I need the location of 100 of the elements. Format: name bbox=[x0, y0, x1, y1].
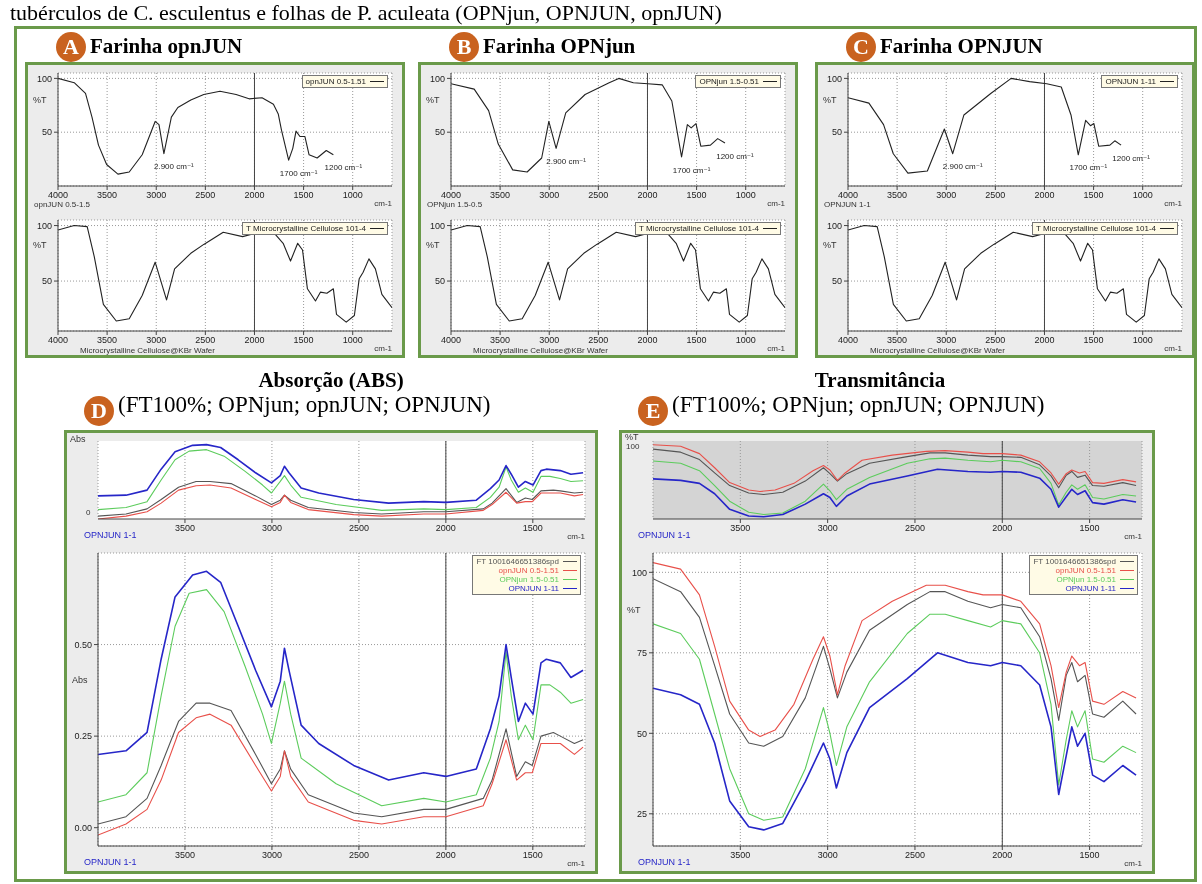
text: opnJUN 0.5-1.5 bbox=[34, 200, 91, 209]
y-tick-label: 50 bbox=[831, 276, 842, 287]
x-axis-title: cm-1 bbox=[1124, 859, 1143, 868]
x-tick-label: 3000 bbox=[817, 523, 838, 534]
x-tick-label: 2500 bbox=[195, 335, 216, 346]
x-tick-label: 3500 bbox=[730, 850, 751, 861]
x-tick-label: 3500 bbox=[887, 190, 908, 201]
x-tick-label: 2500 bbox=[588, 335, 609, 346]
y-tick-label: 50 bbox=[41, 127, 52, 138]
x-tick-label: 1500 bbox=[522, 523, 543, 534]
x-tick-label: 2000 bbox=[1034, 335, 1055, 346]
legend-label: FT 1001646651386spd bbox=[1033, 557, 1116, 566]
chart-title: Transmitância bbox=[814, 368, 946, 393]
y-tick-label: 0.50 bbox=[74, 639, 92, 650]
x-tick-label: 2500 bbox=[348, 523, 369, 534]
x-tick-label: 1500 bbox=[1079, 523, 1100, 534]
text: Microcrystalline Cellulose@KBr Wafer bbox=[870, 346, 1005, 355]
x-tick-label: 1500 bbox=[522, 850, 543, 861]
y-tick-label: 50 bbox=[434, 276, 445, 287]
annotation: 1700 cm⁻¹ bbox=[672, 165, 711, 175]
chart-title: Farinha opnJUN bbox=[90, 34, 243, 59]
annotation: 1200 cm⁻¹ bbox=[716, 151, 755, 161]
y-axis-title: %T bbox=[627, 605, 641, 615]
x-tick-label: 2500 bbox=[904, 523, 925, 534]
legend-label: T Microcrystalline Cellulose 101-4 bbox=[246, 224, 366, 233]
x-axis-title: cm-1 bbox=[767, 199, 786, 208]
x-tick-label: 1000 bbox=[735, 335, 756, 346]
x-tick-label: 1500 bbox=[293, 190, 314, 201]
chart-subtitle: (FT100%; OPNjun; opnJUN; OPNJUN) bbox=[672, 392, 1045, 418]
x-axis-title: cm-1 bbox=[1164, 199, 1183, 208]
text: OPNJUN 1-1 bbox=[638, 530, 691, 540]
x-tick-label: 3500 bbox=[97, 335, 118, 346]
y-tick-label: 100 bbox=[631, 567, 647, 578]
circle-badge: C bbox=[846, 32, 876, 62]
annotation: 1700 cm⁻¹ bbox=[1069, 163, 1108, 173]
circle-badge: B bbox=[449, 32, 479, 62]
x-tick-label: 2000 bbox=[1034, 190, 1055, 201]
legend-label: OPNjun 1.5-0.51 bbox=[1056, 575, 1116, 584]
x-tick-label: 1500 bbox=[1083, 335, 1104, 346]
x-tick-label: 1000 bbox=[342, 335, 363, 346]
text: OPNJUN 1-1 bbox=[84, 857, 137, 867]
x-axis-title: cm-1 bbox=[374, 199, 393, 208]
legend-label: opnJUN 0.5-1.51 bbox=[498, 566, 559, 575]
x-tick-label: 2000 bbox=[637, 335, 658, 346]
x-axis-title: cm-1 bbox=[374, 344, 393, 353]
x-tick-label: 3000 bbox=[539, 335, 560, 346]
x-tick-label: 4000 bbox=[837, 190, 859, 201]
x-tick-label: 2000 bbox=[992, 523, 1013, 534]
x-tick-label: 4000 bbox=[837, 335, 859, 346]
text: OPNJUN 1-1 bbox=[84, 530, 137, 540]
text: OPNJUN 1-1 bbox=[638, 857, 691, 867]
y-tick-label: 25 bbox=[636, 809, 647, 819]
x-tick-label: 1000 bbox=[342, 190, 363, 201]
legend-label: T Microcrystalline Cellulose 101-4 bbox=[1036, 224, 1156, 233]
y-tick-label: 75 bbox=[636, 648, 647, 659]
x-tick-label: 2500 bbox=[588, 190, 609, 201]
legend-label: OPNjun 1.5-0.51 bbox=[699, 77, 759, 86]
x-tick-label: 2500 bbox=[985, 335, 1006, 346]
chart-subtitle: (FT100%; OPNjun; opnJUN; OPNJUN) bbox=[118, 392, 491, 418]
y-axis-title: %T bbox=[823, 240, 837, 250]
chart-title: Farinha OPNJUN bbox=[880, 34, 1043, 59]
y-tick-label: 50 bbox=[434, 127, 445, 138]
x-tick-label: 3000 bbox=[146, 335, 167, 346]
x-axis-title: cm-1 bbox=[767, 344, 786, 353]
x-tick-label: 3500 bbox=[174, 850, 195, 861]
x-tick-label: 4000 bbox=[47, 190, 69, 201]
x-tick-label: 2500 bbox=[195, 190, 216, 201]
y-tick-label: 100 bbox=[36, 73, 52, 84]
x-tick-label: 2000 bbox=[435, 523, 456, 534]
y-tick-label: 100 bbox=[429, 73, 445, 84]
text: OPNJUN 1-1 bbox=[824, 200, 871, 209]
x-tick-label: 3000 bbox=[817, 850, 838, 861]
x-tick-label: 1500 bbox=[686, 335, 707, 346]
x-tick-label: 2500 bbox=[904, 850, 925, 861]
legend-label: OPNJUN 1-11 bbox=[1105, 77, 1156, 86]
chart-title: Farinha OPNjun bbox=[483, 34, 636, 59]
text: Microcrystalline Cellulose@KBr Wafer bbox=[473, 346, 608, 355]
text: 0 bbox=[86, 508, 91, 517]
legend-label: OPNJUN 1-11 bbox=[508, 584, 559, 593]
x-tick-label: 2500 bbox=[348, 850, 369, 861]
x-tick-label: 3000 bbox=[936, 335, 957, 346]
legend-label: OPNJUN 1-11 bbox=[1065, 584, 1116, 593]
x-tick-label: 2000 bbox=[244, 335, 265, 346]
y-tick-label: 0.00 bbox=[74, 822, 92, 833]
x-tick-label: 3000 bbox=[261, 523, 282, 534]
x-tick-label: 1000 bbox=[1132, 190, 1153, 201]
annotation: 1700 cm⁻¹ bbox=[279, 168, 318, 178]
annotation: 1200 cm⁻¹ bbox=[324, 163, 363, 173]
x-tick-label: 1000 bbox=[735, 190, 756, 201]
x-tick-label: 2000 bbox=[992, 850, 1013, 861]
y-tick-label: 0.25 bbox=[74, 731, 92, 742]
y-tick-label: 100 bbox=[826, 220, 842, 231]
circle-badge: E bbox=[638, 396, 668, 426]
x-axis-title: cm-1 bbox=[567, 859, 586, 868]
y-tick-label: 100 bbox=[36, 220, 52, 231]
legend-label: T Microcrystalline Cellulose 101-4 bbox=[639, 224, 759, 233]
y-axis-title: %T bbox=[426, 95, 440, 105]
annotation: 2.900 cm⁻¹ bbox=[546, 157, 587, 167]
x-axis-title: cm-1 bbox=[567, 532, 586, 541]
x-tick-label: 1000 bbox=[1132, 335, 1153, 346]
